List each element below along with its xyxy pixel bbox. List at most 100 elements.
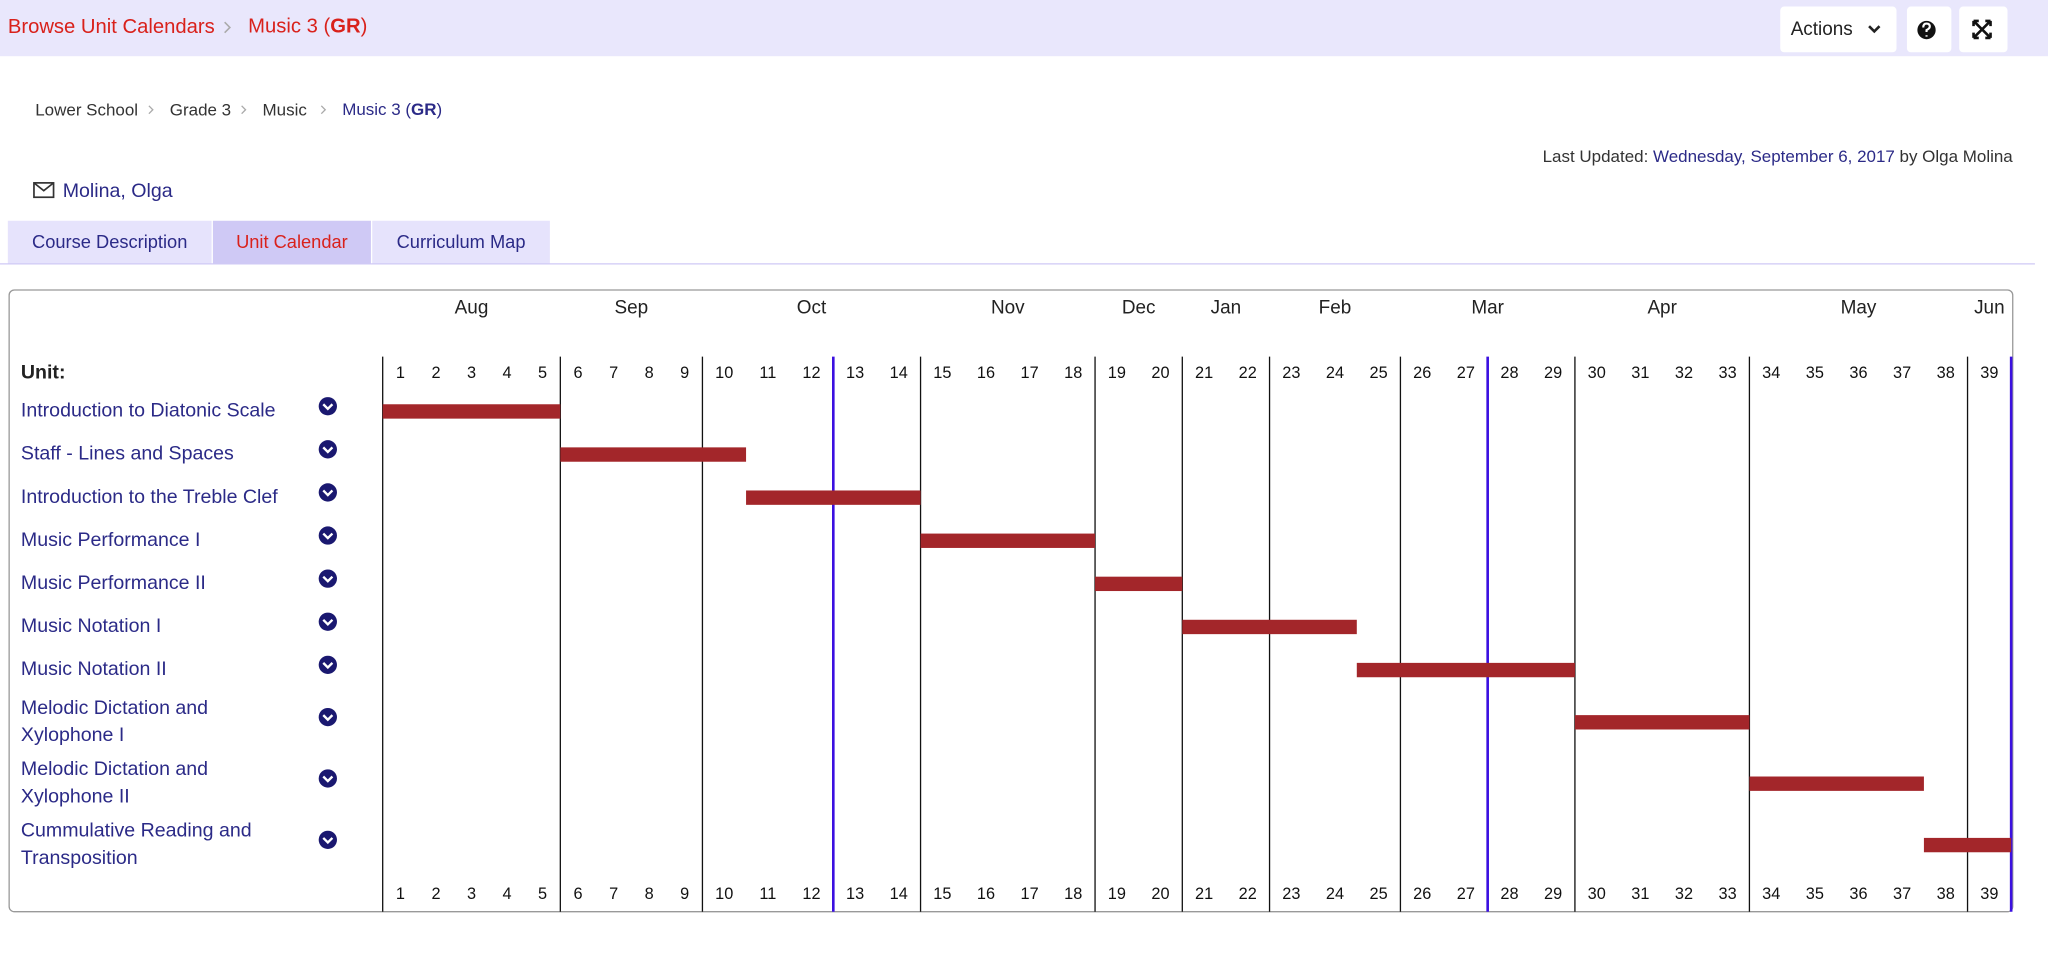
- week-label: 11: [759, 364, 776, 382]
- tab-label[interactable]: Unit Calendar: [236, 231, 348, 252]
- unit-name[interactable]: Xylophone I: [21, 724, 124, 746]
- path-item[interactable]: Music: [263, 101, 308, 120]
- week-label: 32: [1675, 885, 1693, 903]
- week-label: 37: [1893, 364, 1911, 382]
- text: Music 3 (: [248, 16, 330, 38]
- week-label: 3: [467, 364, 476, 382]
- actions-label[interactable]: Actions: [1791, 19, 1853, 40]
- unit-name[interactable]: Introduction to Diatonic Scale: [21, 400, 276, 422]
- actions-button[interactable]: [1780, 6, 1897, 53]
- unit-bar: [382, 404, 561, 419]
- unit-name[interactable]: Transposition: [21, 847, 138, 869]
- tab[interactable]: [7, 220, 212, 264]
- tab-label[interactable]: Curriculum Map: [397, 231, 526, 252]
- tab[interactable]: [372, 220, 550, 264]
- expand-icon: [1972, 19, 1992, 40]
- month-label: Jun: [1974, 297, 2005, 318]
- expand-toggle[interactable]: [318, 655, 337, 674]
- week-label: 38: [1937, 364, 1955, 382]
- label: Last Updated:: [1543, 148, 1649, 167]
- unit-bar: [1356, 662, 1575, 678]
- unit-name[interactable]: Melodic Dictation and: [21, 697, 208, 719]
- week-label: 27: [1457, 885, 1475, 903]
- week-label: 28: [1500, 885, 1518, 903]
- unit-name[interactable]: Cummulative Reading and: [21, 820, 252, 842]
- last-updated: Last Updated: Wednesday, September 6, 20…: [1543, 148, 2014, 167]
- week-label: 39: [1980, 364, 1998, 382]
- mail-icon: [33, 182, 55, 192]
- chevron: [322, 446, 334, 454]
- path-item[interactable]: Grade 3: [170, 101, 231, 120]
- tab-label[interactable]: Course Description: [32, 231, 187, 252]
- month-label: Oct: [797, 297, 827, 318]
- expand-toggle[interactable]: [318, 526, 337, 545]
- unit-bar: [560, 447, 747, 462]
- expand-toggle[interactable]: [318, 707, 337, 727]
- unit-bar: [1182, 619, 1357, 635]
- week-label: 8: [645, 364, 654, 382]
- week-label: 31: [1631, 885, 1649, 903]
- expand-toggle[interactable]: [318, 769, 337, 788]
- week-label: 4: [502, 364, 511, 382]
- month-label: Apr: [1647, 297, 1676, 318]
- chevron: [322, 575, 334, 583]
- unit-name[interactable]: Music Notation I: [21, 615, 161, 637]
- week-label: 21: [1195, 364, 1213, 382]
- tab[interactable]: [212, 220, 371, 264]
- expand-toggle[interactable]: [318, 397, 337, 416]
- week-label: 35: [1806, 364, 1824, 382]
- week-label: 29: [1544, 885, 1562, 903]
- week-label: 12: [802, 885, 820, 903]
- week-label: 31: [1631, 364, 1649, 382]
- week-label: 9: [680, 885, 689, 903]
- expand-toggle[interactable]: [318, 612, 337, 631]
- week-label: 5: [538, 885, 547, 903]
- text: Music 3 (: [342, 101, 411, 120]
- separator: [224, 21, 231, 34]
- week-label: 7: [609, 885, 618, 903]
- week-label: 38: [1937, 885, 1955, 903]
- week-label: 17: [1021, 364, 1039, 382]
- teacher[interactable]: Molina, Olga: [63, 180, 173, 202]
- unit-name[interactable]: Music Notation II: [21, 658, 167, 680]
- unit-name[interactable]: Melodic Dictation and: [21, 758, 208, 780]
- week-label: 24: [1326, 364, 1344, 382]
- text: GR: [411, 101, 436, 120]
- unit-name[interactable]: Music Performance II: [21, 572, 206, 594]
- week-label: 25: [1370, 885, 1388, 903]
- expand-toggle[interactable]: [318, 440, 337, 459]
- week-label: 17: [1021, 885, 1039, 903]
- week-label: 26: [1413, 364, 1431, 382]
- calendar: Aug Sep Oct Nov Dec Jan Feb Mar Apr May Jun1122334…: [21, 297, 2013, 912]
- browse-link[interactable]: Browse Unit Calendars: [8, 16, 215, 38]
- unit-name[interactable]: Xylophone II: [21, 786, 130, 808]
- expand-toggle[interactable]: [318, 830, 337, 849]
- top-bar: [0, 0, 2048, 57]
- month-label: Jan: [1211, 297, 1242, 318]
- week-label: 39: [1980, 885, 1998, 903]
- separator: [148, 105, 154, 115]
- week-label: 14: [890, 885, 908, 903]
- week-label: 12: [802, 364, 820, 382]
- chevron: [322, 775, 334, 783]
- week-label: 11: [759, 885, 776, 903]
- expand-toggle[interactable]: [318, 569, 337, 588]
- week-label: 16: [977, 364, 995, 382]
- week-label: 15: [933, 364, 951, 382]
- week-label: 16: [977, 885, 995, 903]
- month-label: Sep: [615, 297, 649, 318]
- month-label: May: [1841, 297, 1877, 318]
- month-label: Mar: [1471, 297, 1504, 318]
- path-item[interactable]: Lower School: [35, 101, 138, 120]
- week-label: 6: [574, 885, 583, 903]
- chevron: [322, 618, 334, 627]
- week-label: 15: [933, 885, 951, 903]
- expand-toggle[interactable]: [318, 483, 337, 502]
- week-label: 35: [1806, 885, 1824, 903]
- week-label: 37: [1893, 885, 1911, 903]
- unit-name[interactable]: Staff - Lines and Spaces: [21, 443, 234, 465]
- unit-name[interactable]: Introduction to the Treble Clef: [21, 486, 278, 508]
- month-label: Feb: [1319, 297, 1352, 318]
- unit-name[interactable]: Music Performance I: [21, 529, 201, 551]
